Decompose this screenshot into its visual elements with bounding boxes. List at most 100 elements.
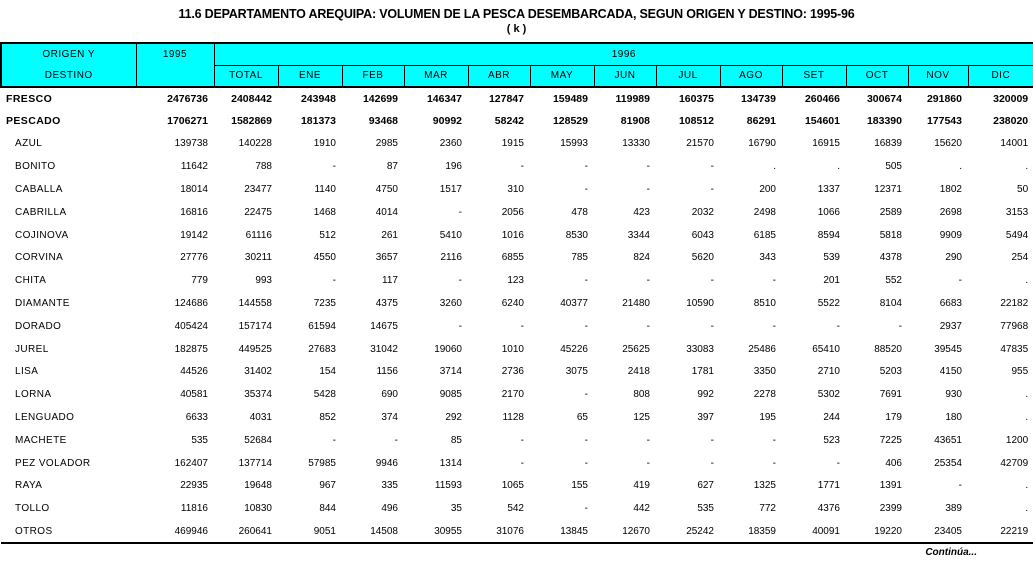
- value-cell: 1517: [439, 184, 462, 196]
- row-label: CHITA: [15, 275, 47, 287]
- value-cell: 3350: [753, 366, 776, 378]
- value-cell: 2056: [501, 206, 524, 218]
- value-cell: 19142: [180, 229, 208, 241]
- value-cell: 140228: [238, 138, 272, 150]
- value-cell: -: [836, 457, 840, 469]
- value-cell: -: [958, 275, 962, 287]
- value-cell: 15620: [934, 138, 962, 150]
- value-cell: 25486: [748, 343, 776, 355]
- value-cell: 8104: [879, 298, 902, 310]
- value-cell: 117: [382, 275, 398, 287]
- value-cell: 993: [255, 275, 272, 287]
- value-cell: 16839: [874, 138, 902, 150]
- row-label: BONITO: [15, 161, 56, 173]
- header-month-mar: MAR: [403, 64, 469, 88]
- value-cell: 45226: [560, 343, 588, 355]
- value-cell: 1156: [376, 366, 398, 378]
- value-cell: 14001: [1000, 138, 1029, 150]
- header-month-may: MAY: [529, 64, 595, 88]
- value-cell: 4014: [375, 206, 398, 218]
- value-cell: 40377: [560, 298, 588, 310]
- row-label: DORADO: [15, 320, 62, 332]
- value-cell: 86291: [746, 115, 776, 128]
- value-cell: 183390: [866, 115, 902, 128]
- value-cell: 108512: [678, 115, 714, 128]
- value-cell: 201: [823, 275, 840, 287]
- table-row-bonito: BONITO 11642 788 - 87 196 - - - -.. 505..: [1, 155, 1033, 178]
- value-cell: 179: [885, 412, 902, 424]
- value-cell: 5302: [817, 389, 840, 401]
- value-cell: 8530: [565, 229, 588, 241]
- value-cell: 13845: [530, 520, 594, 544]
- value-cell: 260641: [214, 520, 278, 544]
- value-cell: 10590: [686, 298, 714, 310]
- value-cell: 13330: [622, 138, 650, 150]
- value-cell: 2476736: [167, 92, 208, 105]
- value-cell: 4550: [313, 252, 336, 264]
- value-cell: 25242: [656, 520, 720, 544]
- value-cell: 6240: [501, 298, 524, 310]
- value-cell: 61116: [245, 229, 272, 241]
- table-row-tollo: TOLLO 11816 10830 844 496 35 542 - 442 535 772 4376…: [1, 497, 1033, 520]
- row-label: JUREL: [15, 343, 49, 355]
- data-table: ORIGEN Y DESTINO 1995 1996 TOTAL ENE FEB MA…: [0, 42, 1033, 544]
- value-cell: -: [584, 184, 588, 196]
- value-cell: 125: [633, 412, 650, 424]
- value-cell: 35374: [244, 389, 272, 401]
- value-cell: 1128: [502, 412, 524, 424]
- value-cell: 27683: [308, 343, 336, 355]
- value-cell: -: [394, 434, 398, 446]
- value-cell: 33083: [686, 343, 714, 355]
- row-label: CABALLA: [15, 184, 63, 196]
- row-label: PEZ VOLADOR: [15, 457, 91, 469]
- value-cell: 3153: [1005, 206, 1029, 218]
- value-cell: 5203: [879, 366, 902, 378]
- value-cell: 146347: [426, 92, 462, 105]
- value-cell: 523: [823, 434, 840, 446]
- value-cell: 42709: [1000, 457, 1029, 469]
- value-cell: 7235: [313, 298, 336, 310]
- value-cell: 7691: [879, 389, 902, 401]
- table-body: FRESCO 2476736 2408442 243948 142699 146347 12…: [1, 87, 1033, 544]
- value-cell: -: [458, 206, 462, 218]
- value-cell: 2399: [879, 503, 902, 515]
- value-cell: -: [646, 275, 650, 287]
- value-cell: 1200: [1005, 434, 1029, 446]
- value-cell: 552: [885, 275, 902, 287]
- value-cell: 30211: [244, 252, 272, 264]
- row-label: RAYA: [15, 480, 43, 492]
- value-cell: 9085: [439, 389, 462, 401]
- value-cell: -: [332, 161, 336, 173]
- table-row-cojinova: COJINOVA 19142 61116 512 261 5410 1016 8530 3344…: [1, 224, 1033, 247]
- value-cell: 535: [191, 434, 208, 446]
- value-cell: 779: [191, 275, 208, 287]
- value-cell: 18359: [720, 520, 782, 544]
- value-cell: 1325: [753, 480, 776, 492]
- header-month-ene: ENE: [277, 64, 343, 88]
- value-cell: -: [584, 457, 588, 469]
- table-row-lorna: LORNA 40581 35374 5428 690 9085 2170 - 808 992 227…: [1, 383, 1033, 406]
- value-cell: 27776: [180, 252, 208, 264]
- value-cell: 144558: [238, 298, 272, 310]
- value-cell: 81908: [620, 115, 650, 128]
- value-cell: 30955: [404, 520, 468, 544]
- table-row-lisa: LISA 44526 31402 154 1156 3714 2736 3075 2418 178…: [1, 361, 1033, 384]
- value-cell: 52684: [244, 434, 272, 446]
- value-cell: 5494: [1005, 229, 1029, 241]
- value-cell: 61594: [308, 320, 336, 332]
- value-cell: 292: [445, 412, 462, 424]
- value-cell: 182875: [174, 343, 208, 355]
- header-month-nov: NOV: [907, 64, 969, 88]
- value-cell: -: [646, 161, 650, 173]
- value-cell: 6633: [185, 412, 208, 424]
- value-cell: 1915: [501, 138, 524, 150]
- value-cell: 1391: [879, 480, 902, 492]
- value-cell: 200: [759, 184, 776, 196]
- value-cell: 23405: [908, 520, 968, 544]
- value-cell: 195: [759, 412, 776, 424]
- value-cell: -: [332, 434, 336, 446]
- value-cell: -: [584, 320, 588, 332]
- value-cell: 690: [381, 389, 398, 401]
- value-cell: 18014: [180, 184, 208, 196]
- value-cell: 1337: [817, 184, 840, 196]
